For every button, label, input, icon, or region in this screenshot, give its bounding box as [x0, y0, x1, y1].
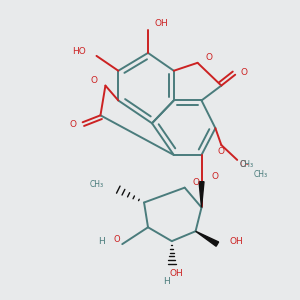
Text: H: H	[98, 237, 104, 246]
Text: OH: OH	[170, 269, 184, 278]
Text: CH₃: CH₃	[254, 170, 268, 179]
Text: H: H	[164, 277, 170, 286]
Text: O: O	[69, 120, 76, 129]
Text: O: O	[206, 53, 212, 62]
Text: OH: OH	[229, 237, 243, 246]
Polygon shape	[199, 182, 204, 208]
Text: CH₃: CH₃	[89, 180, 103, 189]
Text: O: O	[114, 235, 121, 244]
Text: O-: O-	[239, 160, 249, 169]
Text: O: O	[91, 76, 98, 85]
Text: O: O	[218, 148, 225, 157]
Text: OH: OH	[155, 19, 169, 28]
Polygon shape	[196, 231, 219, 246]
Text: O: O	[212, 172, 218, 181]
Text: HO: HO	[72, 47, 86, 56]
Text: O: O	[241, 68, 248, 77]
Text: O: O	[193, 178, 200, 187]
Text: CH₃: CH₃	[239, 160, 253, 169]
